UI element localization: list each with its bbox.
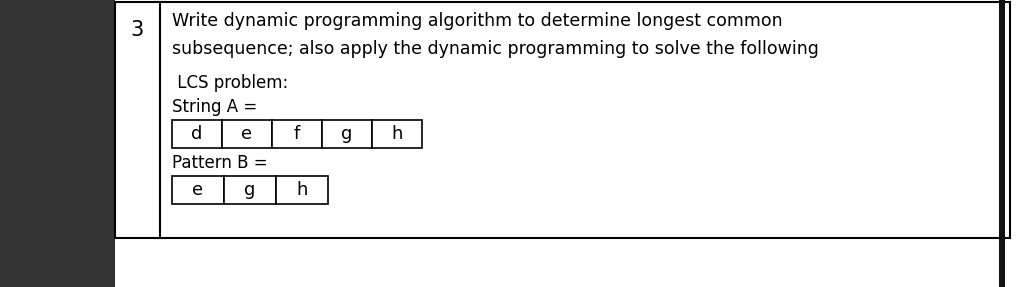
Text: d: d <box>192 125 203 143</box>
Bar <box>224 176 276 204</box>
Text: String A =: String A = <box>172 98 257 116</box>
Text: h: h <box>297 181 308 199</box>
Bar <box>998 0 1004 287</box>
Text: LCS problem:: LCS problem: <box>172 74 288 92</box>
Bar <box>115 2 1009 238</box>
Text: Write dynamic programming algorithm to determine longest common: Write dynamic programming algorithm to d… <box>172 12 782 30</box>
Text: g: g <box>245 181 256 199</box>
Bar <box>222 120 272 148</box>
Bar <box>172 176 224 204</box>
Text: subsequence; also apply the dynamic programming to solve the following: subsequence; also apply the dynamic prog… <box>172 40 818 58</box>
Bar <box>172 120 222 148</box>
Text: e: e <box>242 125 253 143</box>
Bar <box>0 0 115 287</box>
Bar <box>272 120 322 148</box>
Text: f: f <box>293 125 300 143</box>
Text: 3: 3 <box>130 20 144 40</box>
Bar <box>372 120 422 148</box>
Bar <box>322 120 372 148</box>
Text: Pattern B =: Pattern B = <box>172 154 267 172</box>
Text: e: e <box>193 181 204 199</box>
Text: h: h <box>391 125 403 143</box>
Text: g: g <box>341 125 353 143</box>
Bar <box>276 176 328 204</box>
